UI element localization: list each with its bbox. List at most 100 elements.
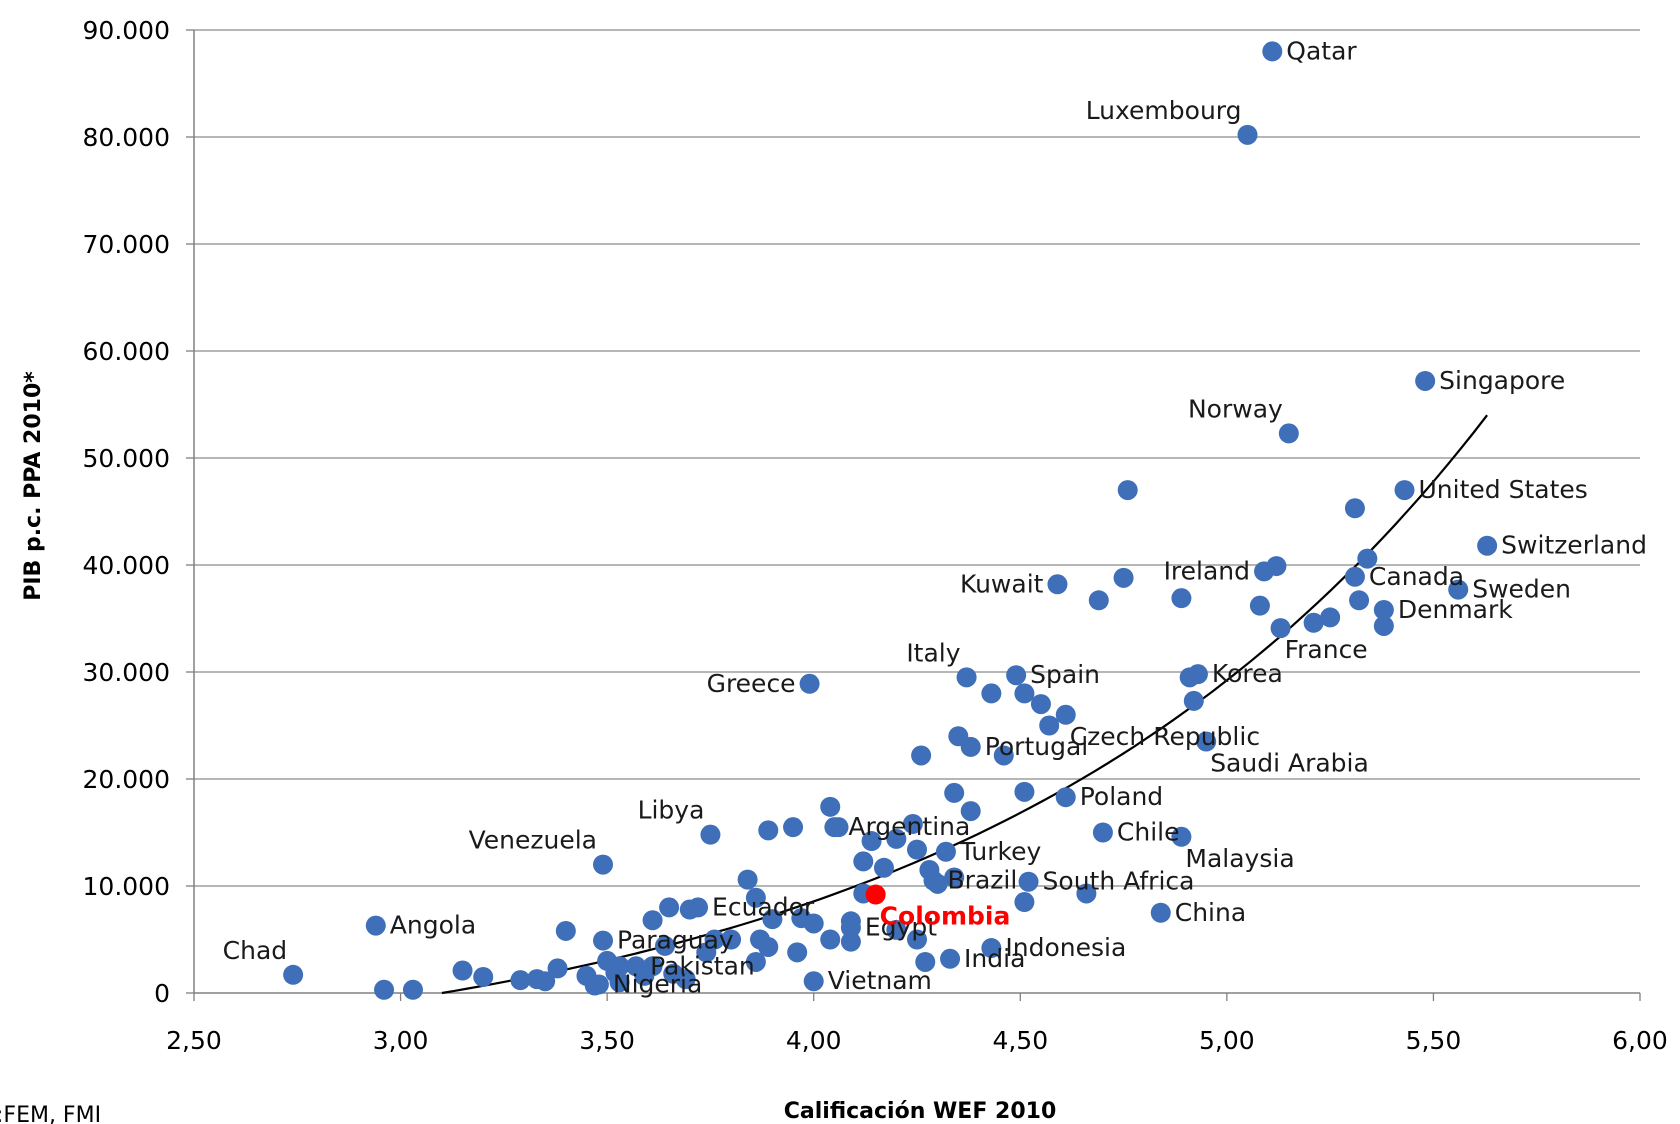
point-label: France <box>1285 635 1368 664</box>
gridlines <box>194 29 1640 887</box>
axes: 0 10.000 20.000 30.000 40.000 50.000 60.000 70.… <box>83 16 1668 1055</box>
data-point <box>840 917 861 938</box>
data-point <box>593 930 614 951</box>
point-label: Norway <box>1188 394 1283 423</box>
data-point <box>593 854 614 875</box>
data-point <box>1262 41 1283 62</box>
data-point <box>902 813 923 834</box>
point-label: India <box>964 944 1025 973</box>
data-point <box>1113 567 1134 588</box>
data-point <box>1030 694 1051 715</box>
data-point <box>907 929 927 950</box>
x-tick-label: 4,00 <box>786 1026 842 1055</box>
data-point <box>737 869 758 890</box>
y-tick-label: 40.000 <box>83 551 170 580</box>
data-point <box>960 801 981 822</box>
data-point <box>555 920 576 941</box>
data-point <box>547 958 568 979</box>
point-label: Ecuador <box>712 892 815 921</box>
data-point <box>1448 579 1469 600</box>
x-tick-label: 3,50 <box>579 1026 635 1055</box>
point-label: Ireland <box>1164 556 1250 585</box>
y-tick-label: 80.000 <box>83 123 170 152</box>
point-label: Argentina <box>848 812 970 841</box>
point-label: Luxembourg <box>1086 96 1242 125</box>
data-point <box>758 936 779 957</box>
y-tick-label: 10.000 <box>83 872 170 901</box>
data-point <box>873 857 894 878</box>
point-label: Kuwait <box>960 569 1044 598</box>
y-tick-label: 20.000 <box>83 765 170 794</box>
data-point <box>654 935 675 956</box>
data-point <box>787 942 808 963</box>
point-label: Italy <box>906 638 960 667</box>
data-point <box>799 673 820 694</box>
data-point <box>923 870 944 891</box>
data-point <box>865 884 886 905</box>
data-point <box>1187 664 1208 685</box>
data-point <box>1006 665 1027 686</box>
point-label: Libya <box>638 796 705 825</box>
data-point <box>956 667 977 688</box>
data-point <box>758 820 779 841</box>
data-point <box>696 942 717 963</box>
source-note: :FEM, FMI <box>0 1103 101 1124</box>
point-label: China <box>1175 898 1246 927</box>
point-label: Singapore <box>1439 366 1565 395</box>
point-label: Portugal <box>985 732 1089 761</box>
point-label: Canada <box>1369 562 1464 591</box>
data-point <box>473 966 494 987</box>
y-tick-label: 0 <box>154 979 170 1008</box>
point-label: Venezuela <box>469 826 597 855</box>
data-point <box>1373 599 1394 620</box>
x-tick-label: 6,00 <box>1612 1026 1668 1055</box>
point-label: Pakistan <box>650 951 755 980</box>
data-point <box>700 824 721 845</box>
data-point <box>1076 883 1097 904</box>
data-point <box>840 931 861 952</box>
data-point <box>1092 822 1113 843</box>
data-point <box>1373 615 1394 636</box>
data-point <box>1183 690 1204 711</box>
point-label: Saudi Arabia <box>1210 749 1369 778</box>
y-tick-label: 30.000 <box>83 658 170 687</box>
point-label: Angola <box>390 911 476 940</box>
data-point <box>365 915 386 936</box>
y-axis-title: PIB p.c. PPA 2010* <box>21 371 46 601</box>
data-point <box>1349 590 1370 611</box>
data-point <box>1117 480 1138 501</box>
data-point <box>853 851 874 872</box>
data-point <box>907 839 927 860</box>
data-point <box>915 951 936 972</box>
point-label: Egypt <box>865 913 937 942</box>
point-label: Korea <box>1212 659 1283 688</box>
data-point <box>1014 892 1035 913</box>
point-label: Malaysia <box>1185 844 1294 873</box>
point-label: Vietnam <box>828 966 932 995</box>
data-point <box>1237 124 1258 145</box>
data-point <box>1171 588 1192 609</box>
data-point <box>402 979 423 1000</box>
point-label: Poland <box>1080 782 1163 811</box>
data-point <box>861 831 882 852</box>
data-point <box>886 919 907 940</box>
x-tick-label: 5,00 <box>1199 1026 1255 1055</box>
data-point <box>1014 683 1035 704</box>
point-label: Czech Republic <box>1070 722 1260 751</box>
data-point <box>1039 715 1060 736</box>
data-point <box>1303 612 1324 633</box>
data-point <box>626 956 647 977</box>
data-point <box>1357 548 1378 569</box>
data-point <box>1344 566 1365 587</box>
point-label: Nigeria <box>613 969 702 998</box>
point-label: Sweden <box>1472 575 1571 604</box>
y-tick-label: 90.000 <box>83 16 170 45</box>
data-point <box>283 964 304 985</box>
data-point <box>688 897 709 918</box>
point-label: Chad <box>223 936 288 965</box>
data-point <box>1150 902 1171 923</box>
point-label: Spain <box>1030 660 1100 689</box>
data-point <box>675 969 696 990</box>
point-label: Greece <box>707 669 796 698</box>
